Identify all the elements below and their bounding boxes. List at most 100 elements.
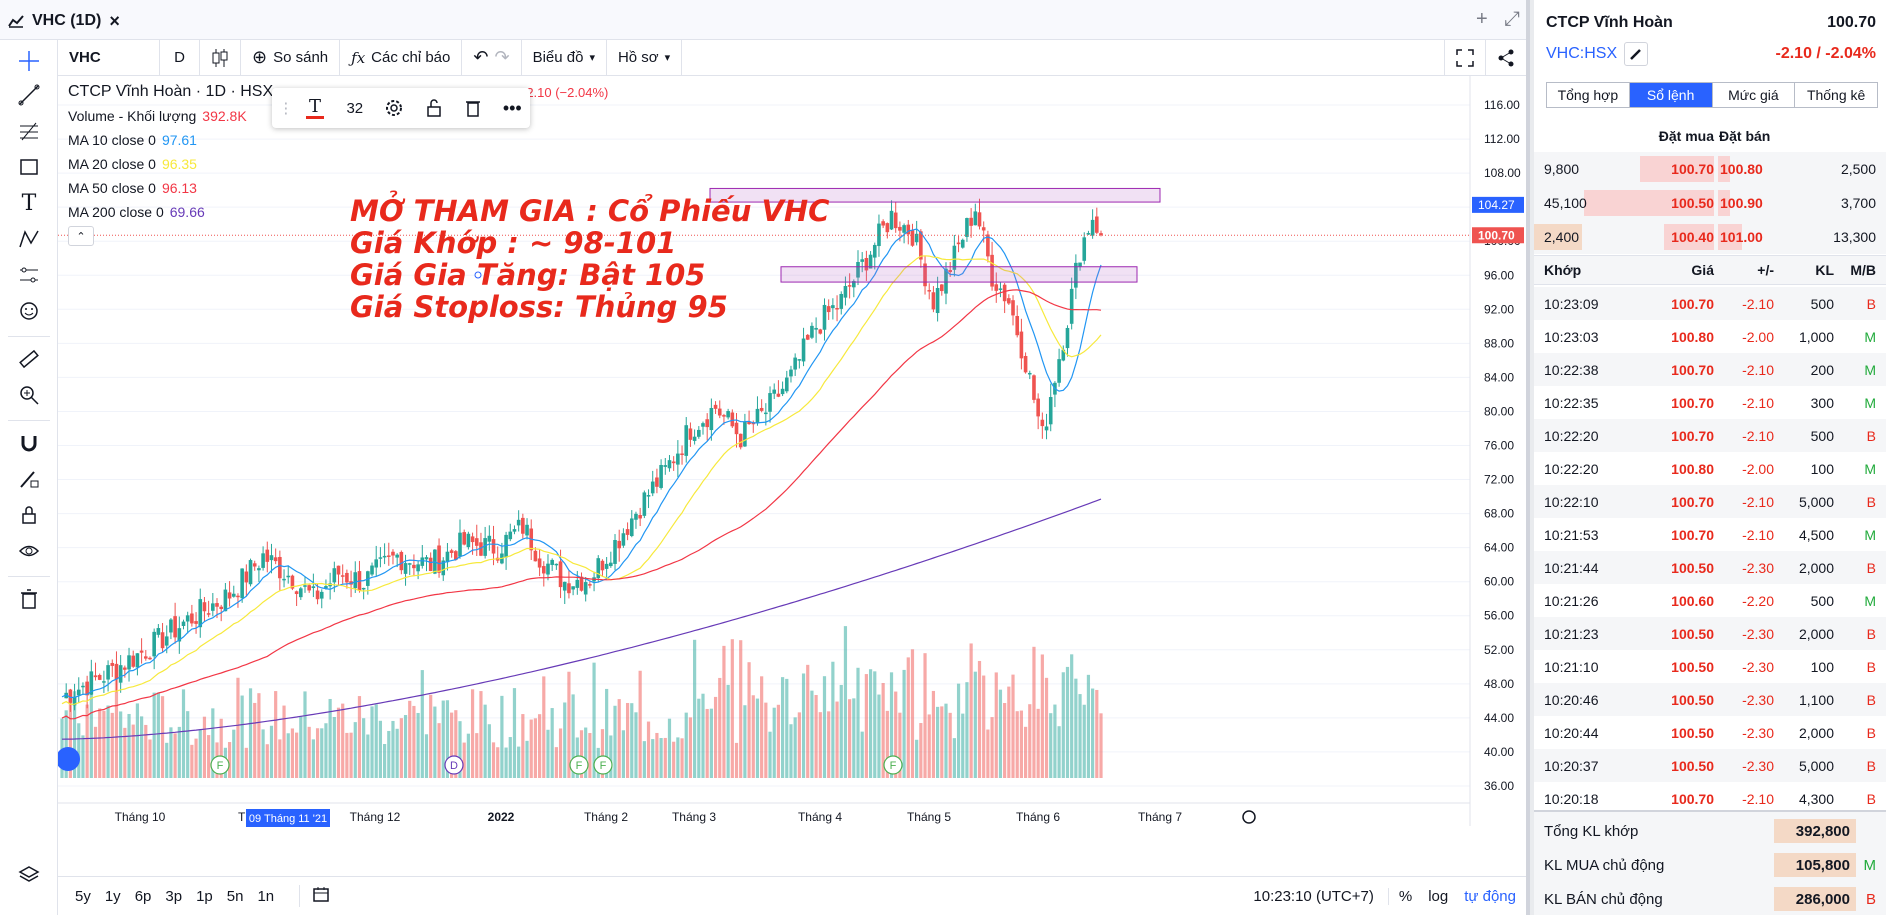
share-icon[interactable]	[1486, 40, 1526, 76]
magnet-icon[interactable]	[14, 428, 44, 458]
candle-body	[177, 628, 182, 642]
volume-bar	[391, 720, 395, 778]
edit-pencil-icon[interactable]	[1624, 42, 1648, 66]
volume-bar	[973, 671, 977, 778]
volume-bar	[479, 691, 483, 778]
candle-body	[965, 218, 969, 237]
fullscreen-icon[interactable]	[1444, 39, 1486, 76]
candle-body	[1032, 375, 1036, 400]
compare-button[interactable]: ⊕ So sánh	[241, 39, 341, 76]
candle-body	[818, 329, 823, 334]
eye-icon[interactable]	[14, 536, 44, 566]
text-color-icon[interactable]: T	[298, 92, 333, 124]
chart-type-dropdown[interactable]: Biểu đồ ▾	[522, 39, 607, 76]
drag-handle-icon[interactable]: ⋮	[278, 100, 294, 117]
bid-price[interactable]: 100.70	[1671, 161, 1714, 177]
volume-bar	[1036, 708, 1040, 778]
candle-body	[127, 655, 131, 670]
text-tool-icon[interactable]: T	[21, 190, 37, 216]
zoom-in-icon[interactable]	[14, 380, 44, 410]
range-1n[interactable]: 1n	[257, 887, 275, 905]
volume-bar	[487, 724, 491, 778]
range-1p[interactable]: 1p	[196, 887, 213, 905]
expand-icon[interactable]: ⤢	[1504, 8, 1520, 30]
volume-label: Volume - Khối lượng	[68, 108, 197, 124]
more-icon[interactable]: •••	[502, 97, 522, 118]
tab-price-levels[interactable]: Mức giá	[1713, 83, 1796, 107]
rectangle-tool-icon[interactable]	[14, 152, 44, 182]
summary-row: KL MUA chủ động 105,800 M	[1534, 848, 1886, 882]
profile-dropdown[interactable]: Hồ sơ ▾	[607, 39, 683, 76]
settings-gear-icon[interactable]	[376, 92, 411, 124]
candle-body	[558, 561, 563, 588]
redo-icon[interactable]: ↷	[494, 47, 510, 67]
summary-value: 105,800	[1774, 853, 1856, 877]
lock-pencil-icon[interactable]	[14, 464, 44, 494]
prediction-tool-icon[interactable]	[14, 260, 44, 290]
ask-price[interactable]: 100.80	[1720, 161, 1763, 177]
delete-icon[interactable]	[455, 92, 490, 124]
level-tag	[1472, 196, 1524, 213]
volume-bar	[278, 739, 282, 778]
log-toggle[interactable]: log	[1428, 887, 1449, 905]
emoji-icon[interactable]	[14, 296, 44, 326]
candle-body	[935, 287, 940, 314]
volume-bar	[244, 747, 248, 778]
tab-statistics[interactable]: Thống kê	[1806, 87, 1866, 103]
chart-svg[interactable]: 116.00112.00108.00104.00100.0096.0092.00…	[58, 76, 1526, 876]
candle-body	[860, 259, 864, 262]
annotation-line-4: Giá Stoploss: Thủng 95	[350, 290, 728, 324]
indicators-button[interactable]: ƒx Các chỉ báo	[340, 39, 463, 76]
percent-toggle[interactable]: %	[1398, 887, 1413, 905]
ruler-icon[interactable]	[14, 344, 44, 374]
ask-price[interactable]: 101.00	[1720, 229, 1763, 245]
collapse-legend-button[interactable]: ⌃	[68, 226, 94, 246]
trend-line-icon[interactable]	[14, 80, 44, 110]
crosshair-icon[interactable]	[14, 46, 44, 76]
interval-button[interactable]: D	[160, 39, 200, 76]
candle-body	[391, 551, 395, 556]
chart-tab[interactable]: VHC (1D) ×	[8, 9, 120, 33]
candle-body	[131, 655, 136, 667]
goto-date-icon[interactable]	[299, 885, 330, 907]
undo-icon[interactable]: ↶	[473, 47, 489, 67]
close-icon[interactable]: ×	[109, 10, 120, 31]
chart-text-annotation[interactable]: MỞ THAM GIA : Cổ Phiếu VHC Giá Khớp : ~ …	[350, 195, 829, 323]
tab-summary[interactable]: Tổng hợp	[1547, 83, 1630, 107]
candle-body	[282, 578, 286, 581]
bid-price[interactable]: 100.40	[1671, 229, 1714, 245]
range-5y[interactable]: 5y	[75, 887, 91, 905]
range-5n[interactable]: 5n	[226, 887, 244, 905]
volume-bar	[1095, 689, 1099, 778]
summary-side	[1860, 814, 1876, 848]
trash-icon[interactable]	[14, 584, 44, 614]
volume-bar	[198, 729, 202, 778]
layers-icon[interactable]	[14, 860, 44, 890]
range-6p[interactable]: 6p	[134, 887, 152, 905]
volume-bar	[403, 715, 408, 778]
font-size-button[interactable]: 32	[346, 99, 364, 117]
fib-tool-icon[interactable]	[14, 116, 44, 146]
candle-type-button[interactable]	[200, 39, 241, 76]
lock-icon[interactable]	[14, 500, 44, 530]
volume-bar	[768, 731, 772, 778]
volume-bar	[378, 720, 383, 778]
ask-price[interactable]: 100.90	[1720, 195, 1763, 211]
pattern-tool-icon[interactable]	[14, 224, 44, 254]
volume-bar	[894, 691, 898, 778]
unlock-icon[interactable]	[416, 92, 451, 124]
auto-toggle[interactable]: tự động	[1464, 887, 1516, 905]
volume-bar	[567, 671, 571, 778]
tab-orderbook[interactable]: Sổ lệnh	[1629, 83, 1713, 107]
trade-change: -2.30	[1742, 757, 1774, 774]
ticker-link[interactable]: VHC:HSX	[1546, 45, 1618, 62]
range-3p[interactable]: 3p	[165, 887, 183, 905]
chart-canvas[interactable]: 116.00112.00108.00104.00100.0096.0092.00…	[58, 76, 1526, 871]
trade-row: 10:22:10 100.70 -2.10 5,000 B	[1534, 485, 1886, 518]
symbol-search[interactable]: VHC	[58, 39, 160, 76]
plus-icon[interactable]: +	[1476, 8, 1488, 30]
candle-body	[822, 304, 827, 330]
range-1y[interactable]: 1y	[104, 887, 121, 905]
bid-price[interactable]: 100.50	[1671, 195, 1714, 211]
price-tick-label: 40.00	[1484, 745, 1514, 759]
